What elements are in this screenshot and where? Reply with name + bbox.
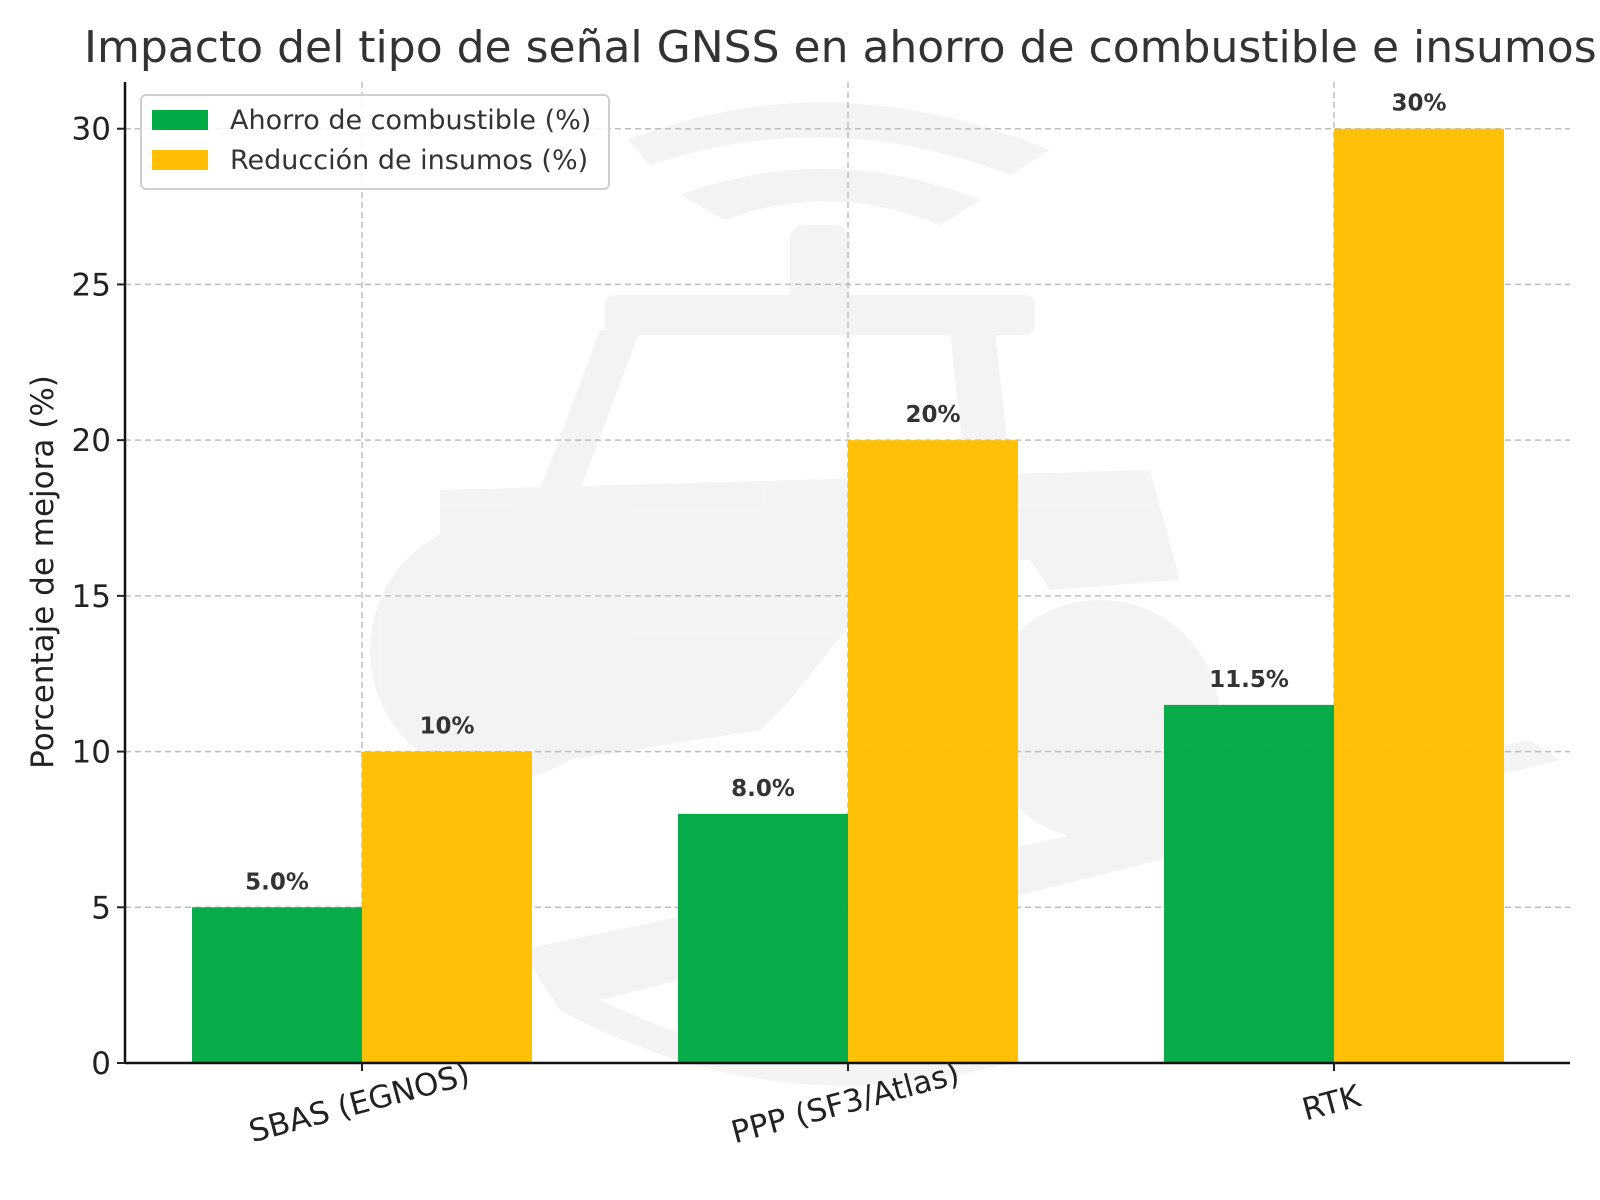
bar-combustible — [192, 907, 362, 1063]
bar-insumos — [848, 440, 1018, 1064]
y-axis-label: Porcentaje de mejora (%) — [25, 375, 61, 769]
legend: Ahorro de combustible (%) Reducción de i… — [140, 94, 610, 190]
legend-label-combustible: Ahorro de combustible (%) — [230, 104, 592, 136]
bar-value-label: 8.0% — [731, 776, 795, 802]
y-tick-label: 25 — [72, 267, 111, 303]
x-tick-label: RTK — [1298, 1078, 1365, 1128]
legend-item-insumos: Reducción de insumos (%) — [152, 142, 588, 178]
y-tick-label: 30 — [72, 112, 111, 148]
bar-value-label: 5.0% — [245, 869, 309, 895]
y-tick-label: 15 — [72, 579, 111, 615]
bar-value-label: 30% — [1391, 91, 1446, 117]
bar-combustible — [1164, 704, 1334, 1063]
y-tick-label: 0 — [91, 1046, 111, 1082]
y-tick-label: 5 — [91, 890, 111, 926]
legend-swatch-insumos — [152, 150, 208, 170]
bar-insumos — [362, 751, 532, 1063]
y-tick-label: 20 — [72, 423, 111, 459]
x-tick-label: SBAS (EGNOS) — [245, 1057, 473, 1150]
bar-combustible — [678, 813, 848, 1063]
y-tick-label: 10 — [72, 735, 111, 771]
legend-label-insumos: Reducción de insumos (%) — [230, 144, 589, 176]
legend-item-combustible: Ahorro de combustible (%) — [152, 102, 591, 138]
bar-value-label: 11.5% — [1209, 667, 1289, 693]
bar-value-label: 10% — [419, 714, 474, 740]
chart-title: Impacto del tipo de señal GNSS en ahorro… — [84, 22, 1597, 73]
bar-value-label: 20% — [905, 402, 960, 428]
legend-swatch-combustible — [152, 110, 208, 130]
bar-insumos — [1334, 128, 1504, 1063]
